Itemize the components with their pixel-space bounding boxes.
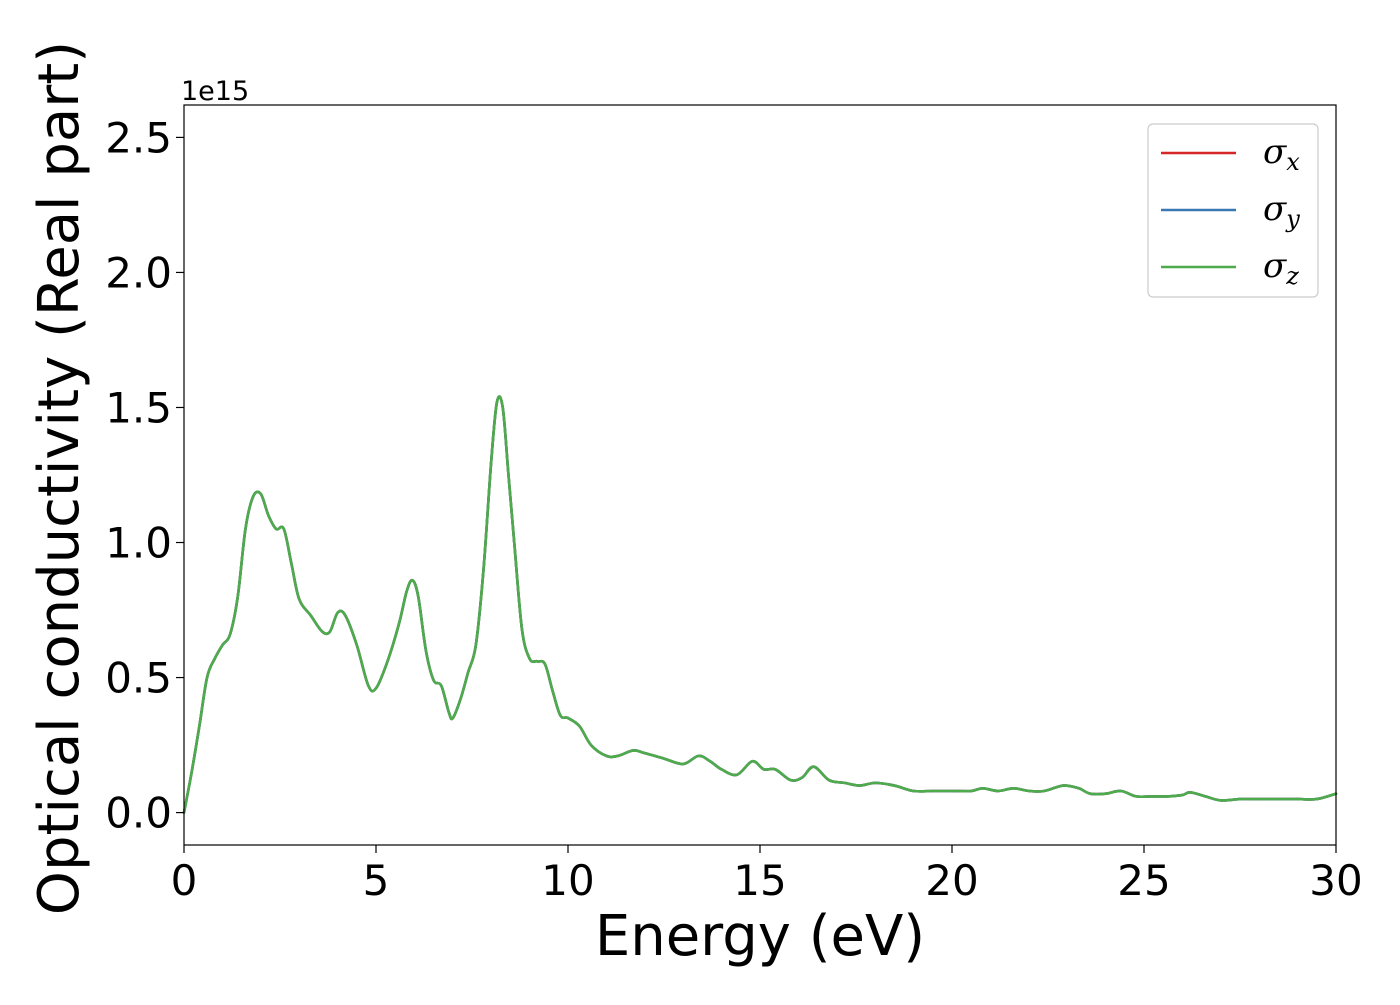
y-axis-ticks: 0.0 0.5 1.0 1.5 2.0 2.5: [105, 113, 184, 838]
x-axis-title: Energy (eV): [595, 904, 925, 969]
x-tick-label: 20: [925, 856, 978, 905]
legend-label-y: σy: [1263, 189, 1300, 233]
legend-label-z: σz: [1263, 246, 1299, 290]
x-tick-label: 25: [1117, 856, 1170, 905]
x-tick-label: 30: [1309, 856, 1362, 905]
legend-items: σx σy σz: [1161, 132, 1300, 290]
y-tick-label: 1.5: [105, 383, 172, 432]
series-layer: [182, 395, 1338, 814]
y-offset-text: 1e15: [181, 76, 249, 107]
legend-label-x: σx: [1263, 132, 1300, 176]
series-line-sigma-x: [182, 395, 1338, 814]
x-tick-label: 0: [171, 856, 198, 905]
x-axis-ticks: 0 5 10 15 20 25 30: [171, 845, 1363, 905]
y-tick-label: 2.5: [105, 113, 172, 162]
series-line-sigma-y: [182, 395, 1338, 814]
y-tick-label: 2.0: [105, 248, 172, 297]
x-tick-label: 5: [363, 856, 390, 905]
y-tick-label: 1.0: [105, 519, 172, 568]
x-tick-label: 10: [541, 856, 594, 905]
legend: σx σy σz: [1147, 123, 1319, 298]
x-tick-label: 15: [733, 856, 786, 905]
y-tick-label: 0.5: [105, 654, 172, 703]
series-line-sigma-z: [182, 395, 1338, 814]
y-tick-label: 0.0: [105, 789, 172, 838]
y-axis-title: Optical conductivity (Real part): [27, 41, 92, 915]
